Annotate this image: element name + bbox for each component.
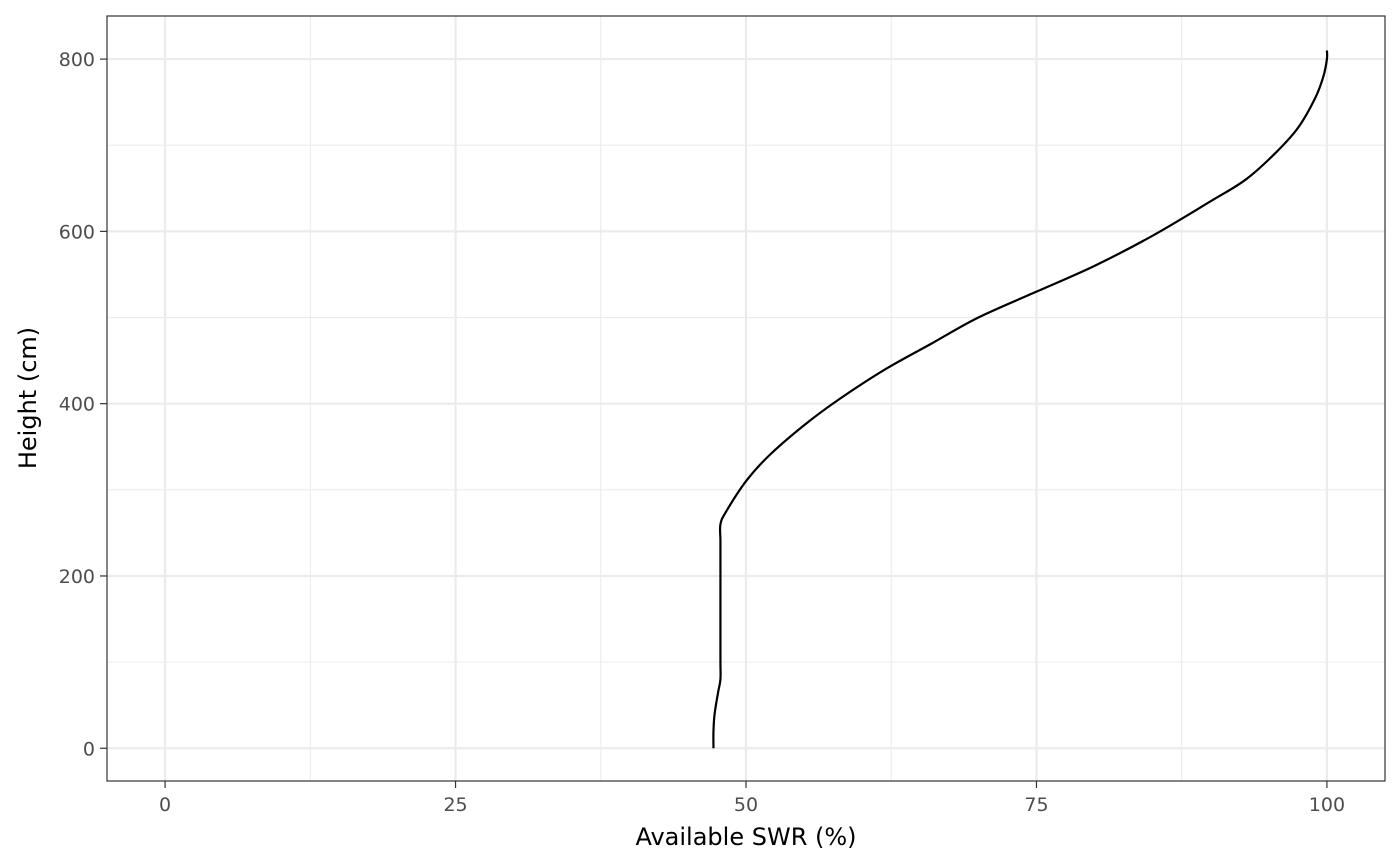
y-tick-label: 600	[59, 221, 95, 243]
x-tick-label: 50	[734, 794, 758, 816]
x-tick-label: 75	[1024, 794, 1048, 816]
y-tick-label: 800	[59, 49, 95, 71]
x-axis-title: Available SWR (%)	[635, 823, 856, 851]
y-tick-label: 200	[59, 566, 95, 588]
y-tick-label: 0	[83, 738, 95, 760]
x-axis-ticks: 0 25 50 75 100	[159, 781, 1345, 816]
series-line	[712, 50, 1329, 749]
y-axis-ticks: 0 200 400 600 800	[59, 49, 107, 760]
x-tick-label: 0	[159, 794, 171, 816]
x-tick-label: 100	[1309, 794, 1345, 816]
y-axis-title: Height (cm)	[14, 327, 42, 469]
major-gridlines	[107, 16, 1385, 781]
x-tick-label: 25	[443, 794, 467, 816]
y-tick-label: 400	[59, 394, 95, 416]
